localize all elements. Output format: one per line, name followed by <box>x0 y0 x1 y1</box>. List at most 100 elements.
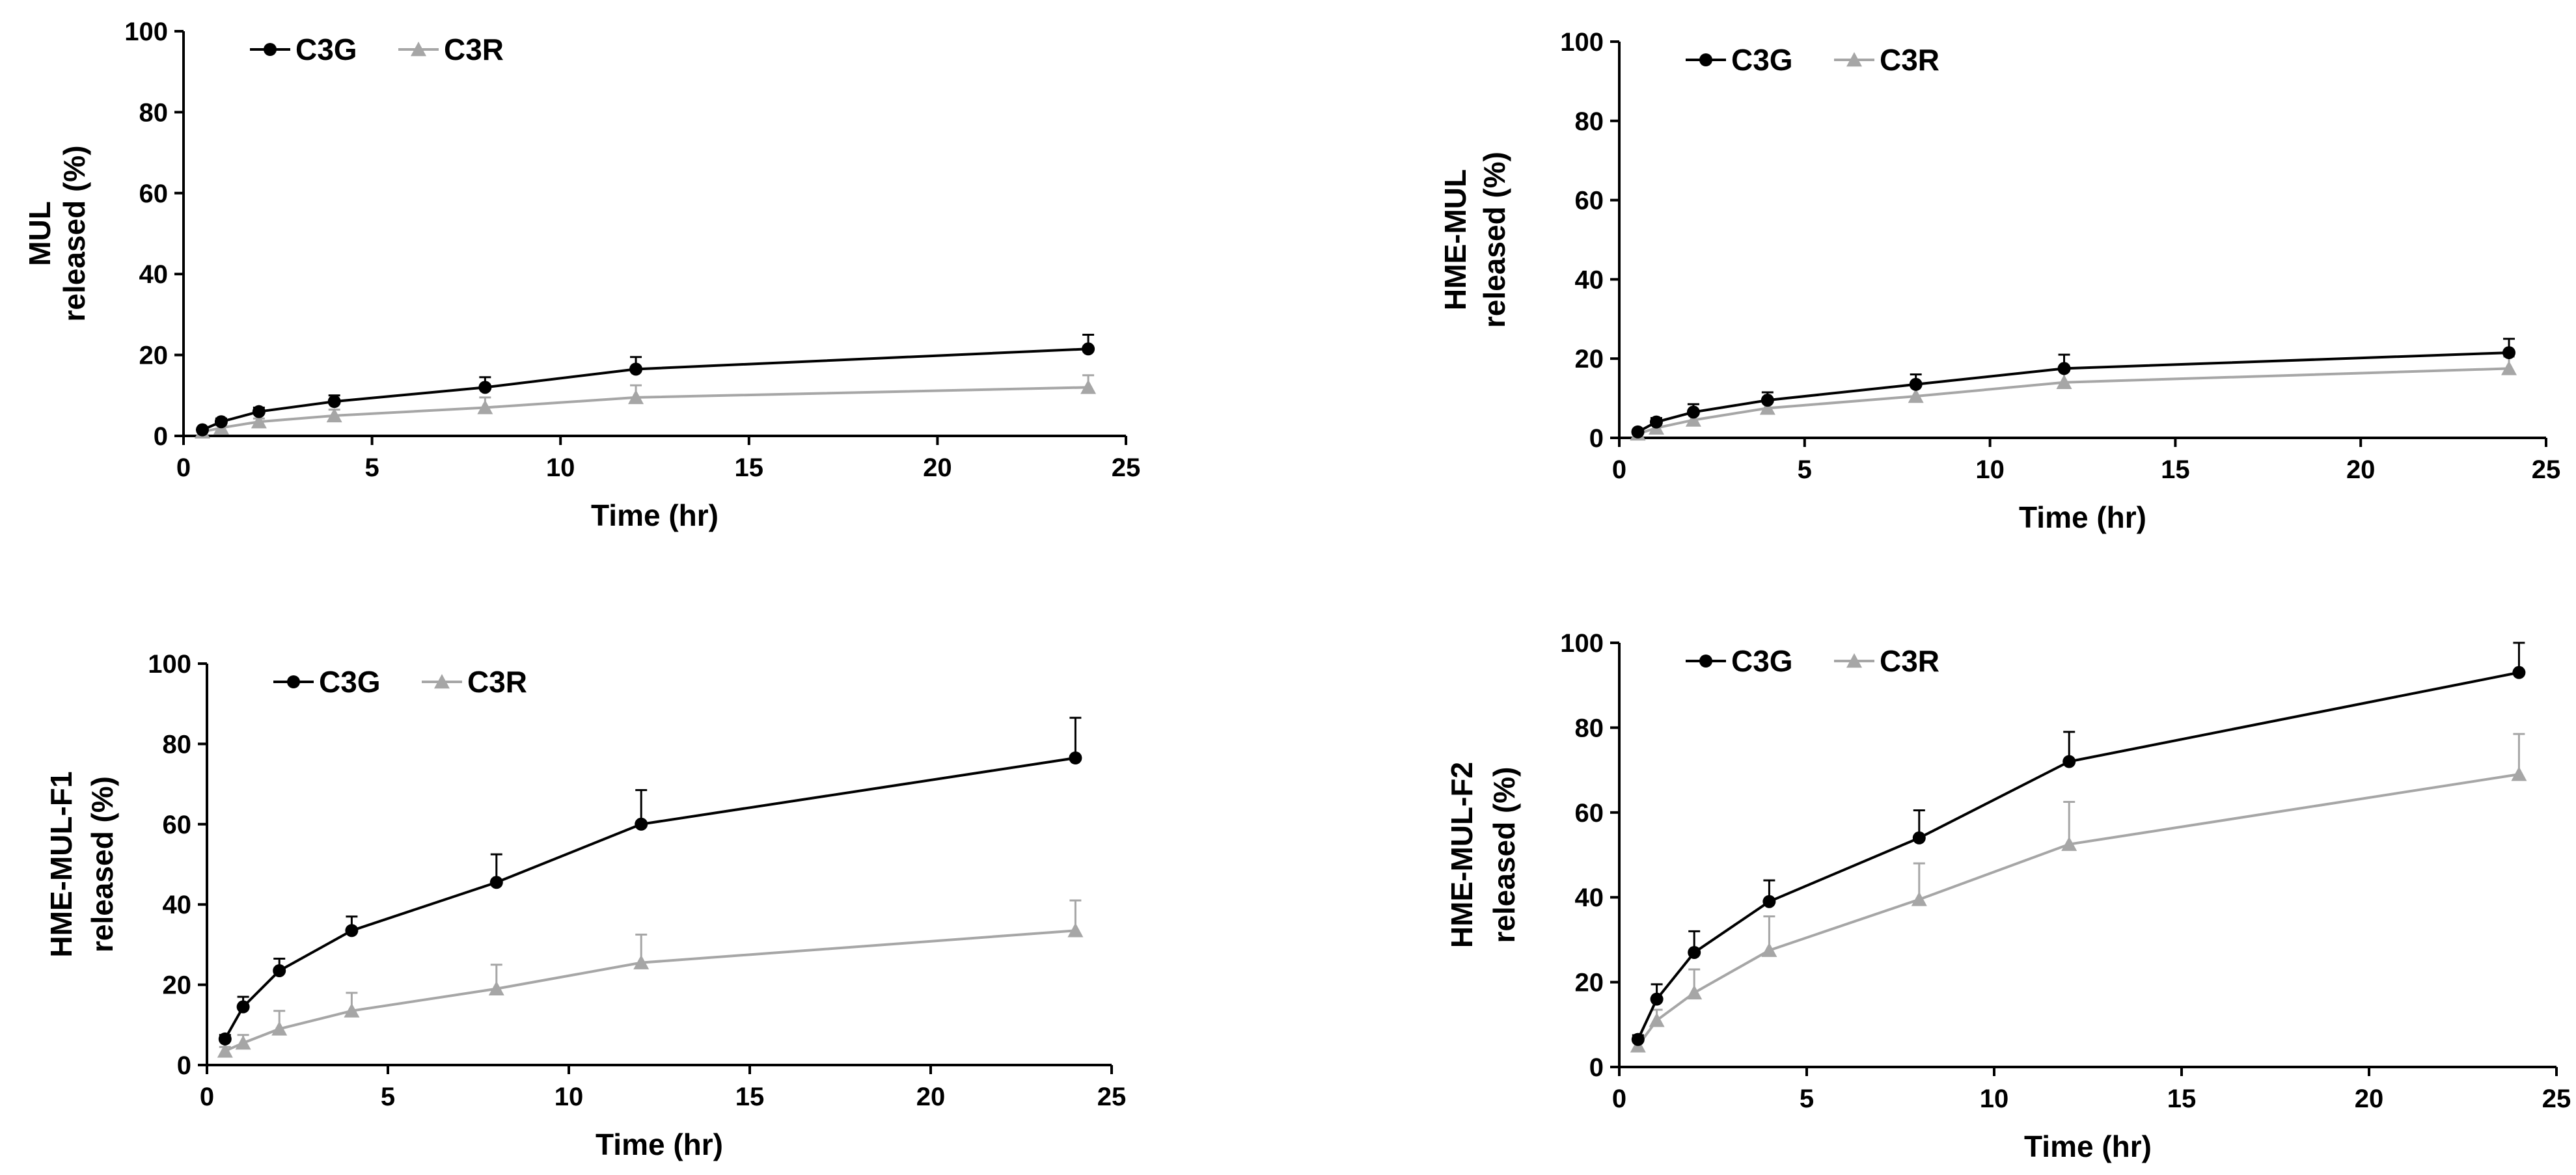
y-tick-label: 80 <box>139 98 169 127</box>
series-c3r <box>1630 733 2527 1053</box>
data-point <box>327 395 341 409</box>
data-point <box>2061 836 2077 851</box>
y-tick-label: 40 <box>1575 884 1604 912</box>
data-point <box>2511 766 2527 781</box>
y-tick-label: 100 <box>124 18 168 46</box>
series-c3g <box>1631 338 2516 439</box>
y-tick-label: 20 <box>139 342 169 370</box>
data-point <box>488 980 504 995</box>
chart-bottom-left: 0 20 40 60 80 100 0 5 10 15 20 25 Time (hr) HME-MUL-F… <box>44 650 1126 1161</box>
data-point <box>2501 360 2517 375</box>
y-tick-label: 80 <box>1575 714 1604 742</box>
data-point <box>1908 388 1924 403</box>
x-tick-label: 20 <box>916 1083 946 1111</box>
data-point <box>273 964 286 978</box>
y-tick-label: 100 <box>1560 28 1604 57</box>
data-point <box>1067 923 1084 938</box>
x-tick-label: 15 <box>735 453 764 482</box>
legend-label: C3R <box>467 665 527 699</box>
y-tick-label: 20 <box>1575 345 1604 373</box>
y-tick-label: 60 <box>1575 799 1604 828</box>
data-point <box>236 1000 250 1014</box>
x-tick-label: 0 <box>200 1083 214 1111</box>
y-tick-label: 60 <box>163 811 192 839</box>
x-tick-label: 15 <box>2161 455 2190 484</box>
y-tick-label: 40 <box>163 891 192 919</box>
x-tick-label: 5 <box>364 453 379 482</box>
x-axis-title: Time (hr) <box>596 1128 723 1161</box>
chart-top-right: 0 20 40 60 80 100 0 5 10 15 20 25 Time (hr) HME-MUL re… <box>1438 28 2560 534</box>
y-tick-label: 60 <box>1575 187 1604 215</box>
data-point <box>1686 984 1703 1000</box>
y-axis-title: MUL <box>23 201 57 266</box>
x-tick-label: 0 <box>176 453 191 482</box>
x-tick-label: 0 <box>1612 455 1626 484</box>
series-c3r <box>194 374 1097 439</box>
x-axis-title: Time (hr) <box>2024 1129 2152 1163</box>
data-point <box>477 399 493 414</box>
data-point <box>344 1003 360 1018</box>
legend-marker <box>1846 52 1862 67</box>
data-point <box>1631 425 1645 439</box>
x-tick-label: 10 <box>546 453 575 482</box>
legend-marker <box>1846 653 1862 668</box>
data-point <box>1082 342 1095 356</box>
data-point <box>271 1021 288 1036</box>
y-axis-title: released (%) <box>85 776 119 952</box>
y-tick-label: 0 <box>177 1051 191 1080</box>
legend-item-c3r: C3R <box>1834 644 1939 678</box>
data-point <box>345 924 359 938</box>
x-tick-label: 25 <box>2532 455 2561 484</box>
legend-marker <box>287 675 300 688</box>
y-axis-title: released (%) <box>57 145 91 321</box>
legend-label: C3G <box>1731 43 1793 77</box>
data-point <box>1912 831 1926 844</box>
data-point <box>1685 412 1701 427</box>
data-point <box>1631 1033 1645 1046</box>
series-line <box>1636 671 2519 1040</box>
y-tick-label: 0 <box>1589 424 1604 453</box>
data-point <box>218 1032 232 1046</box>
data-point <box>235 1035 251 1050</box>
data-point <box>2062 755 2076 768</box>
y-tick-label: 40 <box>1575 265 1604 294</box>
y-axis-title: released (%) <box>1487 766 1521 943</box>
legend-marker <box>411 42 426 57</box>
legend-item-c3r: C3R <box>1834 43 1939 77</box>
legend-item-c3g: C3G <box>273 665 381 699</box>
series-line <box>224 929 1076 1053</box>
x-tick-label: 15 <box>735 1083 765 1111</box>
data-point <box>1761 942 1777 957</box>
legend-label: C3R <box>1880 43 1939 77</box>
x-tick-label: 25 <box>1097 1083 1127 1111</box>
legend-label: C3G <box>1731 644 1793 678</box>
data-point <box>217 1043 233 1058</box>
x-tick-label: 10 <box>555 1083 584 1111</box>
x-tick-label: 15 <box>2167 1085 2197 1113</box>
data-point <box>1649 415 1663 429</box>
legend-marker <box>1699 53 1712 66</box>
x-tick-label: 5 <box>381 1083 395 1111</box>
series-c3g <box>218 716 1082 1046</box>
data-point <box>2056 374 2072 389</box>
data-point <box>1649 1012 1665 1027</box>
series-c3g <box>195 334 1095 437</box>
x-tick-label: 5 <box>1800 1085 1814 1113</box>
legend-item-c3r: C3R <box>422 665 527 699</box>
x-tick-label: 20 <box>923 453 952 482</box>
data-point <box>1686 405 1700 419</box>
series-c3r <box>217 899 1084 1058</box>
legend-item-c3r: C3R <box>398 33 504 66</box>
data-point <box>635 817 648 831</box>
y-axis-title: HME-MUL-F1 <box>44 771 78 957</box>
legend-label: C3R <box>444 33 504 66</box>
y-axis-title: HME-MUL-F2 <box>1445 762 1479 948</box>
x-tick-label: 10 <box>1975 455 2005 484</box>
legend-label: C3G <box>319 665 381 699</box>
data-point <box>628 389 644 405</box>
data-point <box>1762 895 1776 908</box>
legend-item-c3g: C3G <box>250 33 357 66</box>
x-tick-label: 5 <box>1798 455 1812 484</box>
data-point <box>251 414 267 429</box>
